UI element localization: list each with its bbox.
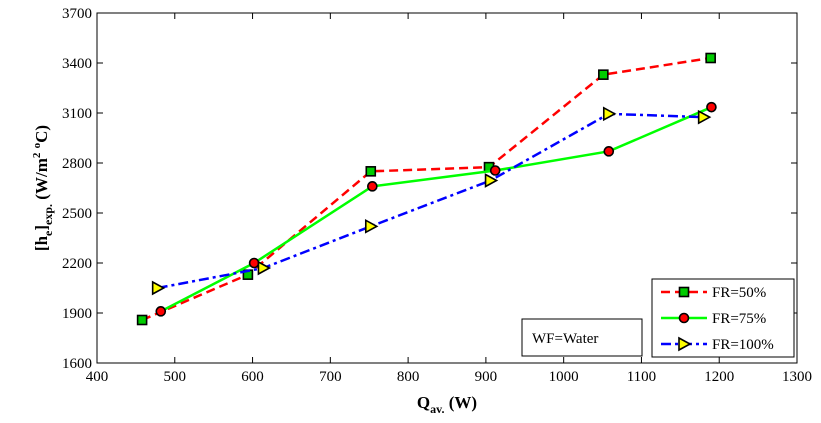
data-point [365,166,377,177]
x-tick-label: 1100 [627,369,656,385]
legend: FR=50% FR=75% FR=100% [651,278,795,358]
x-tick-label: 800 [397,369,420,385]
data-point [136,314,148,326]
y-tick-label: 2500 [62,206,92,222]
x-tick-label: 400 [86,369,109,385]
legend-item: FR=100% [661,336,774,353]
legend-label: FR=100% [712,337,774,353]
series-2 [155,101,717,317]
data-point [484,173,499,188]
data-point [248,257,260,269]
series-line [157,112,704,290]
legend-label: FR=75% [712,311,766,327]
x-tick-label: 600 [241,369,264,385]
y-tick-label: 2800 [62,156,92,172]
legend-marker [678,336,692,352]
legend-marker [678,286,690,298]
data-point [598,69,609,80]
x-axis-label: Qav. (W) [417,393,477,416]
series-1 [136,52,716,326]
legend-item: FR=50% [661,285,766,301]
y-tick-label: 3400 [62,56,92,72]
plot-frame [96,12,798,364]
y-tick-label: 1900 [62,306,92,322]
data-point [697,109,712,125]
marks-layer [136,52,717,326]
data-point [489,165,501,176]
data-point [367,181,378,192]
y-tick-label: 3100 [62,106,92,122]
x-tick-label: 500 [164,369,187,385]
y-tick-label: 3700 [62,6,92,22]
y-axis-label: [he]exp. (W/m2 oC) [31,125,55,251]
series-line [160,106,712,313]
annotation-text: WF=Water [532,331,598,347]
data-point [257,260,272,276]
data-point [603,146,615,157]
ticks-layer: 400 500 600 700 800 900 1000 1100 1200 1300 1600 19… [62,6,812,385]
data-point [155,306,167,317]
x-tick-label: 1200 [704,369,734,385]
y-tick-label: 1600 [62,356,92,372]
data-point [364,218,379,234]
annotation-box: WF=Water [521,318,643,357]
legend-marker [678,312,690,324]
series-line [141,56,711,322]
data-point [151,280,166,296]
x-tick-label: 1300 [782,369,812,385]
y-tick-label: 2200 [62,256,92,272]
data-point [706,101,717,113]
data-point [602,106,617,122]
x-tick-label: 900 [475,369,498,385]
legend-item: FR=75% [661,311,766,327]
x-tick-label: 1000 [549,369,579,385]
data-point [705,52,716,64]
x-tick-label: 700 [319,369,342,385]
series-3 [151,106,712,296]
legend-label: FR=50% [712,285,766,301]
